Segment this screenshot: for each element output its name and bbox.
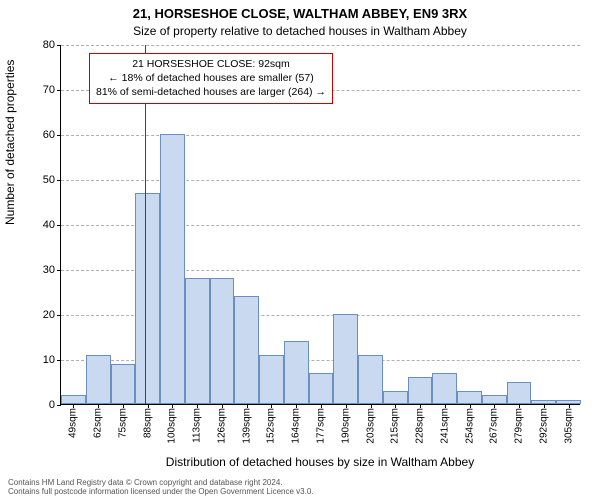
ytick-label: 40	[43, 219, 55, 231]
xtick-label: 228sqm	[415, 408, 426, 444]
xtick-label: 49sqm	[68, 408, 79, 438]
histogram-bar	[111, 364, 136, 405]
xtick-label: 203sqm	[365, 408, 376, 444]
annotation-box: 21 HORSESHOE CLOSE: 92sqm ← 18% of detac…	[89, 53, 333, 104]
xtick-label: 254sqm	[464, 408, 475, 444]
xtick-label: 88sqm	[142, 408, 153, 438]
plot-area: 0102030405060708049sqm62sqm75sqm88sqm100…	[60, 45, 580, 405]
histogram-bar	[457, 391, 482, 405]
xtick-label: 267sqm	[489, 408, 500, 444]
ytick-label: 50	[43, 174, 55, 186]
histogram-bar	[358, 355, 383, 405]
gridline-h	[61, 180, 580, 181]
chart-title: 21, HORSESHOE CLOSE, WALTHAM ABBEY, EN9 …	[0, 6, 600, 21]
histogram-bar	[210, 278, 235, 404]
ytick-mark	[57, 45, 61, 46]
xtick-label: 139sqm	[241, 408, 252, 444]
xtick-label: 215sqm	[390, 408, 401, 444]
ytick-mark	[57, 225, 61, 226]
xtick-label: 177sqm	[316, 408, 327, 444]
ytick-mark	[57, 405, 61, 406]
footer-line2: Contains full postcode information licen…	[8, 487, 314, 496]
xtick-label: 75sqm	[117, 408, 128, 438]
histogram-bar	[86, 355, 111, 405]
ytick-mark	[57, 270, 61, 271]
annotation-line2: ← 18% of detached houses are smaller (57…	[96, 71, 326, 85]
histogram-chart: 21, HORSESHOE CLOSE, WALTHAM ABBEY, EN9 …	[0, 0, 600, 500]
histogram-bar	[507, 382, 532, 405]
histogram-bar	[135, 193, 160, 405]
xtick-label: 152sqm	[266, 408, 277, 444]
histogram-bar	[259, 355, 284, 405]
xtick-label: 190sqm	[340, 408, 351, 444]
xtick-label: 113sqm	[192, 408, 203, 443]
histogram-bar	[284, 341, 309, 404]
ytick-mark	[57, 315, 61, 316]
histogram-bar	[333, 314, 358, 404]
histogram-bar	[234, 296, 259, 404]
x-axis-label: Distribution of detached houses by size …	[60, 455, 580, 469]
histogram-bar	[383, 391, 408, 405]
footer-attribution: Contains HM Land Registry data © Crown c…	[8, 478, 314, 496]
y-axis-label: Number of detached properties	[3, 60, 17, 225]
xtick-label: 62sqm	[93, 408, 104, 438]
ytick-label: 30	[43, 264, 55, 276]
histogram-bar	[160, 134, 185, 404]
histogram-bar	[309, 373, 334, 405]
annotation-line3: 81% of semi-detached houses are larger (…	[96, 85, 326, 99]
histogram-bar	[482, 395, 507, 404]
histogram-bar	[185, 278, 210, 404]
xtick-label: 126sqm	[216, 408, 227, 444]
histogram-bar	[432, 373, 457, 405]
gridline-h	[61, 45, 580, 46]
ytick-label: 10	[43, 354, 55, 366]
ytick-mark	[57, 360, 61, 361]
ytick-label: 80	[43, 39, 55, 51]
gridline-h	[61, 135, 580, 136]
annotation-line1: 21 HORSESHOE CLOSE: 92sqm	[96, 57, 326, 71]
ytick-label: 20	[43, 309, 55, 321]
xtick-label: 100sqm	[167, 408, 178, 444]
ytick-mark	[57, 180, 61, 181]
ytick-label: 0	[49, 399, 55, 411]
ytick-mark	[57, 90, 61, 91]
xtick-label: 164sqm	[291, 408, 302, 444]
xtick-label: 292sqm	[538, 408, 549, 444]
footer-line1: Contains HM Land Registry data © Crown c…	[8, 478, 314, 487]
xtick-label: 241sqm	[439, 408, 450, 444]
xtick-label: 279sqm	[514, 408, 525, 444]
chart-subtitle: Size of property relative to detached ho…	[0, 24, 600, 38]
xtick-label: 305sqm	[563, 408, 574, 444]
ytick-label: 70	[43, 84, 55, 96]
histogram-bar	[408, 377, 433, 404]
ytick-mark	[57, 135, 61, 136]
histogram-bar	[61, 395, 86, 404]
ytick-label: 60	[43, 129, 55, 141]
